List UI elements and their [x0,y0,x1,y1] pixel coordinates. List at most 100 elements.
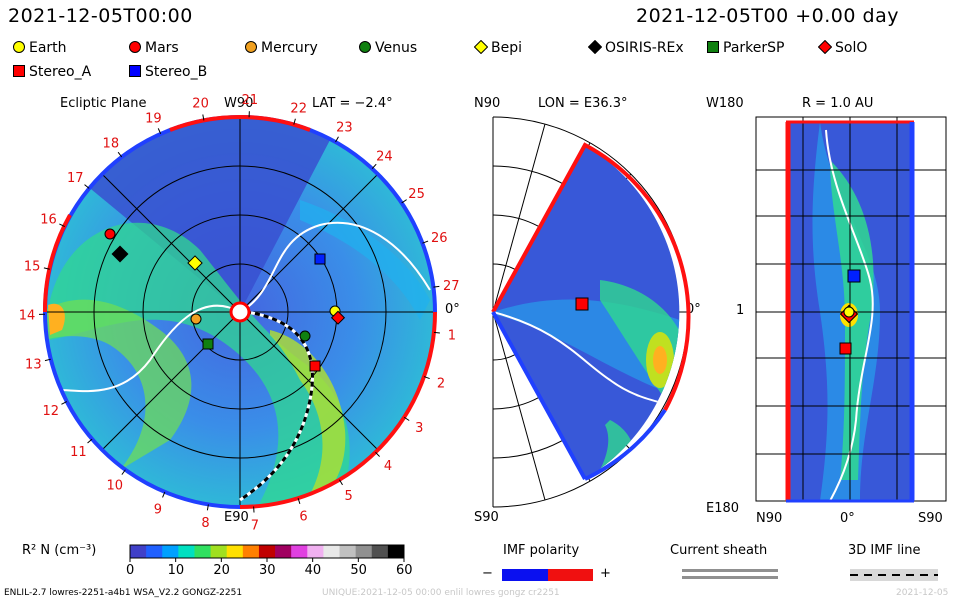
carrington-tick-mark [433,331,440,334]
carrington-tick-label: 3 [415,421,423,436]
legend-item-solo: SolO [817,39,867,56]
legend-item-venus: Venus [358,40,417,56]
legend-item-bepi: Bepi [473,39,522,56]
carrington-tick-label: 27 [443,279,460,294]
radial-top-label: W180 [706,96,744,111]
colorbar-segment [339,545,357,558]
colorbar-segment [178,545,195,558]
carrington-tick-label: 10 [107,478,124,493]
circle-marker-icon [129,41,141,53]
carrington-tick-label: 24 [376,149,393,164]
colorbar-segment [323,545,341,558]
meridional-top-label: N90 [474,96,501,111]
colorbar-tick-label: 10 [167,563,185,578]
carrington-tick-mark [162,491,166,498]
carrington-tick-mark [59,223,65,227]
carrington-tick-label: 9 [154,503,162,518]
colorbar-segment [371,545,389,558]
radial-x-mid: 0° [840,511,855,526]
colorbar-segment [226,545,244,558]
carrington-tick-mark [117,151,123,158]
legend-label: Mercury [261,40,318,56]
diamond-marker-icon [473,39,489,55]
carrington-tick-mark [403,416,410,421]
legend-item-earth: Earth [12,40,67,56]
current-sheath-line-2 [682,576,778,579]
carrington-tick-label: 5 [344,489,352,504]
colorbar-segment [210,545,228,558]
colorbar-tick-label: 50 [350,563,367,578]
colorbar-tick-label: 0 [126,563,135,578]
legend-label: Stereo_A [29,64,92,80]
colorbar-ticks [129,558,405,562]
imf-line-label: 3D IMF line [848,543,921,558]
radial-panel [755,116,947,503]
footer-model-info: ENLIL-2.7 lowres-2251-a4b1 WSA_V2.2 GONG… [4,588,243,598]
carrington-tick-label: 8 [201,516,209,531]
colorbar-segment [194,545,212,558]
lon-label: LON = E36.3° [538,96,628,111]
carrington-tick-mark [87,438,93,444]
ecliptic-bottom-label: E90 [224,510,249,525]
circle-marker-icon [13,41,25,53]
carrington-tick-label: 19 [145,111,162,126]
footer-unique-id: UNIQUE:2021-12-05 00:00 enlil lowres gon… [322,588,560,598]
current-sheath-label: Current sheath [670,543,768,558]
carrington-tick-label: 17 [67,171,84,186]
colorbar-segment [291,545,308,558]
legend-label: ParkerSP [723,40,785,56]
legend-label: Mars [145,40,179,56]
ecliptic-title: Ecliptic Plane [60,96,147,111]
carrington-tick-mark [335,136,339,143]
legend-item-mercury: Mercury [244,40,318,56]
colorbar-segment [146,545,163,558]
radial-x-left: N90 [756,511,783,526]
left-timestamp: 2021-12-05T00:00 [8,5,193,27]
radial-bottom-label: E180 [706,501,740,516]
carrington-tick-mark [206,504,209,511]
legend-label: Earth [29,40,67,56]
carrington-tick-label: 23 [336,120,353,135]
legend-item-parkersp: ParkerSP [706,40,784,56]
circle-marker-icon [245,41,257,53]
carrington-tick-mark [202,114,205,121]
square-marker-icon [707,41,719,53]
colorbar-segment [275,545,292,558]
imf-polarity-label: IMF polarity [503,543,580,558]
carrington-tick-mark [84,184,90,189]
carrington-tick-label: 22 [290,101,307,116]
colorbar-segment [242,545,260,558]
colorbar-tick-label: 60 [396,563,413,578]
circle-marker-icon [359,41,371,53]
legend-item-osiris-rex: OSIRIS-REx [587,39,684,56]
carrington-tick-label: 16 [40,213,57,228]
carrington-tick-mark [297,497,301,505]
diamond-marker-icon [817,39,833,55]
right-timestamp: 2021-12-05T00 +0.00 day [636,5,899,27]
colorbar-label: R² N (cm⁻³) [22,543,97,558]
carrington-tick-label: 18 [103,137,120,152]
carrington-tick-label: 15 [24,259,41,274]
radial-r-label: R = 1.0 AU [802,96,874,111]
colorbar-tick-label: 20 [213,563,230,578]
polarity-negative-swatch [502,569,548,581]
carrington-tick-label: 7 [251,518,259,533]
square-marker-icon [13,65,25,77]
carrington-tick-mark [293,118,296,125]
carrington-tick-label: 26 [431,231,448,246]
colorbar-segment [130,545,147,558]
density-colorbar [129,544,405,559]
polarity-positive-swatch [548,569,593,581]
carrington-tick-mark [422,240,429,244]
colorbar-tick-label: 30 [259,563,276,578]
square-marker-icon [129,65,141,77]
radial-x-right: S90 [918,511,943,526]
footer-date: 2021-12-05 [896,588,949,598]
carrington-tick-mark [339,479,343,486]
carrington-tick-label: 6 [299,509,307,524]
carrington-tick-mark [433,285,440,288]
legend-label: OSIRIS-REx [605,40,684,56]
